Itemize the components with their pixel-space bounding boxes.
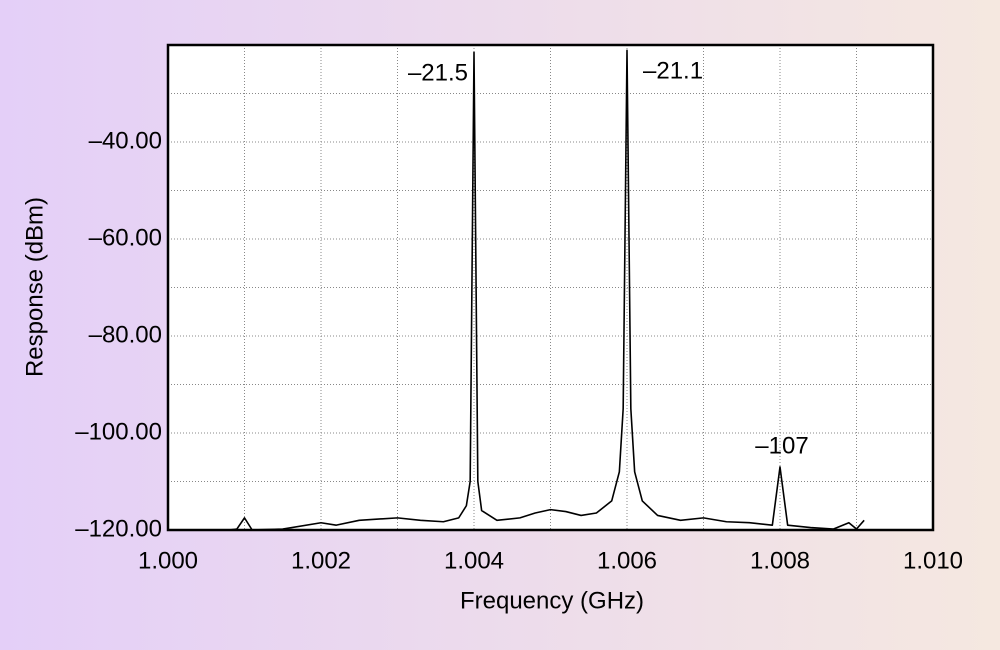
y-axis-label: Response (dBm): [21, 197, 48, 377]
x-tick-label: 1.006: [597, 547, 657, 574]
x-tick-label: 1.008: [750, 547, 810, 574]
y-tick-label: –60.00: [89, 224, 162, 251]
x-tick-label: 1.004: [444, 547, 504, 574]
plot-frame: [166, 43, 935, 532]
x-axis-label: Frequency (GHz): [460, 587, 644, 614]
y-tick-label: –80.00: [89, 321, 162, 348]
x-tick-label: 1.000: [138, 547, 198, 574]
y-tick-label: –120.00: [75, 515, 162, 542]
marks: [229, 49, 865, 531]
trace: [229, 49, 865, 531]
peak-label: –21.1: [643, 58, 703, 85]
plot-area: [168, 45, 933, 530]
peak-label: –21.5: [408, 60, 468, 87]
x-tick-label: 1.010: [903, 547, 963, 574]
y-tick-label: –100.00: [75, 418, 162, 445]
y-tick-label: –40.00: [89, 127, 162, 154]
x-tick-label: 1.002: [291, 547, 351, 574]
peak-label: –107: [755, 432, 808, 459]
